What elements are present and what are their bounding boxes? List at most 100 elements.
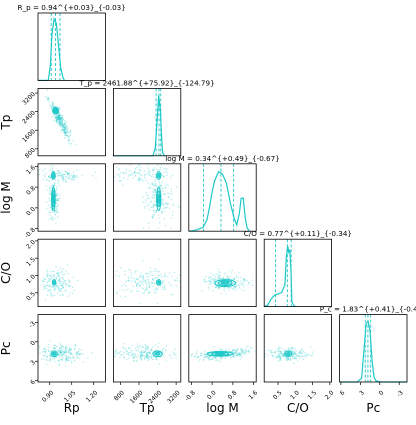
sample-point xyxy=(212,274,214,276)
sample-point xyxy=(59,280,61,283)
sample-point xyxy=(57,288,60,291)
sample-point xyxy=(235,351,237,353)
sample-point xyxy=(229,287,231,289)
sample-point xyxy=(154,283,156,285)
sample-point xyxy=(58,116,61,119)
sample-point xyxy=(142,275,144,278)
sample-point xyxy=(204,354,206,356)
sample-point xyxy=(55,284,58,287)
sample-point xyxy=(202,353,204,356)
sample-point xyxy=(213,278,215,280)
sample-point xyxy=(129,347,132,349)
sample-point xyxy=(232,349,235,351)
sample-point xyxy=(47,290,50,292)
sample-point xyxy=(237,353,240,355)
sample-point xyxy=(69,177,71,180)
sample-point xyxy=(78,353,81,355)
sample-point xyxy=(122,346,124,349)
sample-point xyxy=(58,115,61,118)
sample-point xyxy=(66,173,69,175)
sample-point xyxy=(214,279,216,281)
sample-point xyxy=(224,357,227,359)
sample-point xyxy=(54,117,57,119)
sample-point xyxy=(121,285,123,287)
sample-point xyxy=(155,277,157,279)
sample-point xyxy=(49,214,51,216)
sample-point xyxy=(60,351,62,354)
sample-point xyxy=(58,121,61,124)
sample-point xyxy=(69,144,72,147)
sample-point xyxy=(164,276,167,278)
contour-level xyxy=(51,171,56,180)
x-axis-label-logM: log M xyxy=(206,401,238,415)
sample-point xyxy=(229,357,232,359)
sample-point xyxy=(147,222,150,224)
sample-point xyxy=(65,351,67,353)
sample-point xyxy=(133,359,135,362)
sample-point xyxy=(145,199,148,201)
sample-point xyxy=(144,205,146,208)
sample-point xyxy=(292,352,295,354)
sample-point xyxy=(46,355,48,358)
sample-point xyxy=(43,348,45,350)
sample-point xyxy=(179,274,181,277)
sample-point xyxy=(283,355,286,357)
sample-point xyxy=(113,162,114,163)
sample-point xyxy=(212,280,214,283)
sample-point xyxy=(68,139,70,141)
sample-point xyxy=(56,292,59,295)
sample-point xyxy=(58,114,60,117)
y-axis-label-logM: log M xyxy=(0,181,13,213)
sample-point xyxy=(68,136,70,138)
sample-point xyxy=(295,353,298,355)
sample-point xyxy=(146,347,149,349)
sample-point xyxy=(53,182,56,185)
sample-point xyxy=(130,171,133,174)
sample-point xyxy=(294,352,297,354)
sample-point xyxy=(137,350,140,352)
sample-point xyxy=(54,217,56,219)
sample-point xyxy=(64,124,67,126)
sample-point xyxy=(34,350,35,351)
sample-point xyxy=(161,185,163,187)
sample-point xyxy=(170,188,173,190)
sample-point xyxy=(50,107,52,109)
sample-point xyxy=(64,126,66,129)
sample-point xyxy=(236,352,239,355)
sample-point xyxy=(238,353,240,355)
sample-point xyxy=(190,355,193,357)
sample-point xyxy=(56,117,58,120)
sample-point xyxy=(46,275,49,277)
sample-point xyxy=(145,345,147,348)
sample-point xyxy=(101,348,102,349)
sample-point xyxy=(164,193,166,195)
sample-point xyxy=(216,286,218,288)
sample-point xyxy=(235,285,237,287)
sample-point xyxy=(60,347,63,349)
sample-point xyxy=(64,122,66,124)
sample-point xyxy=(159,222,161,224)
sample-point xyxy=(53,182,55,184)
sample-point xyxy=(106,170,107,171)
sample-point xyxy=(198,360,200,362)
sample-point xyxy=(162,282,164,284)
sample-point xyxy=(289,358,292,361)
sample-point xyxy=(225,293,227,295)
sample-point xyxy=(52,219,54,221)
sample-point xyxy=(120,171,122,174)
sample-point xyxy=(139,280,141,282)
sample-point xyxy=(155,358,157,360)
sample-point xyxy=(292,356,294,358)
sample-point xyxy=(154,180,157,183)
sample-point xyxy=(47,346,50,349)
sample-point xyxy=(148,291,150,294)
sample-point xyxy=(63,173,66,176)
sample-point xyxy=(53,294,56,297)
sample-point xyxy=(63,353,66,356)
sample-point xyxy=(58,114,60,116)
sample-point xyxy=(141,345,143,348)
sample-point xyxy=(56,116,58,118)
sample-point xyxy=(67,351,69,354)
sample-point xyxy=(64,360,67,363)
sample-point xyxy=(52,189,54,191)
